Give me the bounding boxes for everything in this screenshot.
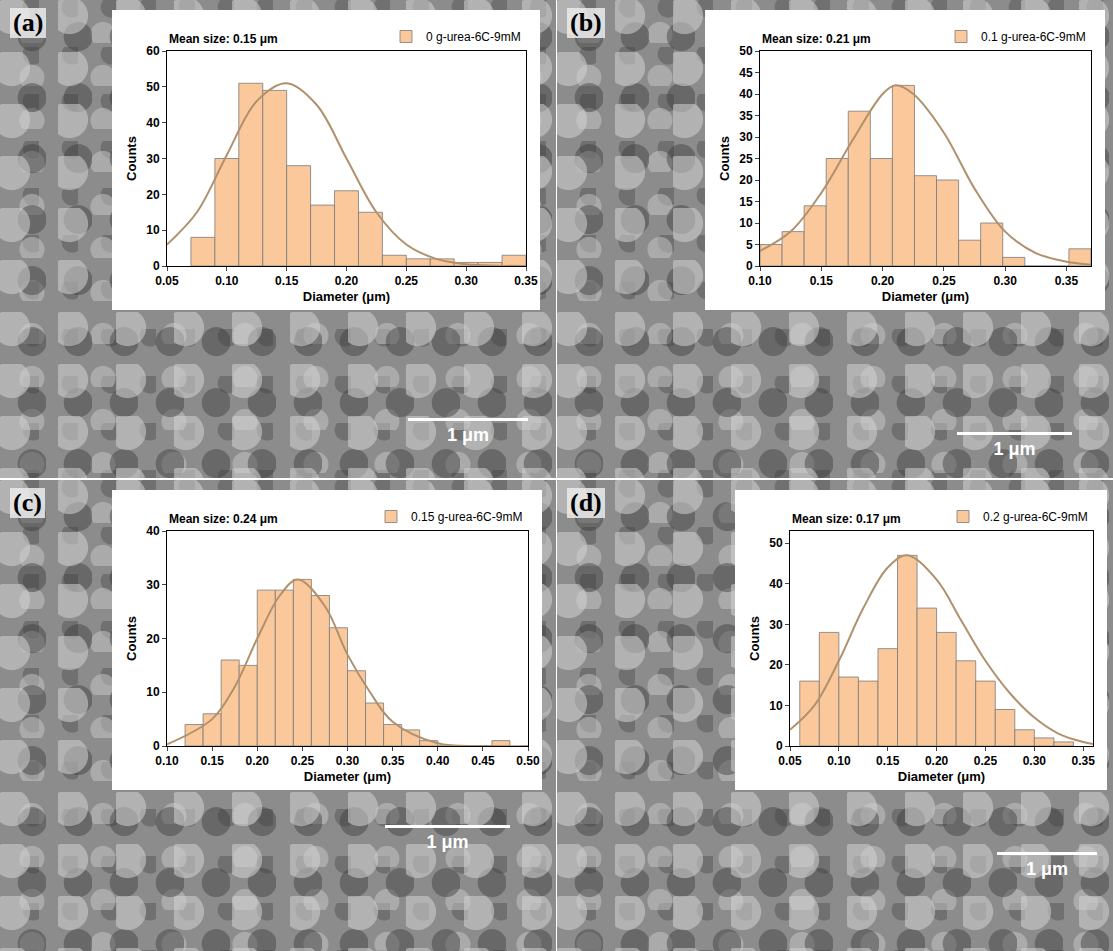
svg-text:10: 10	[739, 216, 753, 230]
svg-text:30: 30	[146, 152, 160, 166]
svg-text:0.20: 0.20	[335, 274, 359, 288]
svg-text:30: 30	[769, 618, 783, 632]
svg-text:0.10: 0.10	[748, 274, 772, 288]
svg-text:0.20: 0.20	[871, 274, 895, 288]
svg-text:Mean size: 0.21 μm: Mean size: 0.21 μm	[762, 32, 871, 46]
svg-text:Mean size: 0.15 μm: Mean size: 0.15 μm	[169, 32, 278, 46]
svg-text:Counts: Counts	[747, 616, 762, 661]
svg-text:0: 0	[746, 259, 753, 273]
svg-text:Counts: Counts	[124, 136, 139, 181]
svg-text:0.25: 0.25	[395, 274, 419, 288]
svg-text:40: 40	[146, 524, 160, 538]
svg-text:40: 40	[146, 116, 160, 130]
svg-text:0 g-urea-6C-9mM: 0 g-urea-6C-9mM	[426, 30, 521, 44]
svg-text:20: 20	[146, 632, 160, 646]
svg-text:0.15: 0.15	[810, 274, 834, 288]
svg-text:0.30: 0.30	[1023, 754, 1047, 768]
svg-text:0.20: 0.20	[246, 754, 270, 768]
svg-text:0.25: 0.25	[291, 754, 315, 768]
svg-text:0.35: 0.35	[1072, 754, 1096, 768]
svg-text:0.15: 0.15	[876, 754, 900, 768]
svg-text:Diameter (μm): Diameter (μm)	[898, 769, 985, 784]
svg-text:Diameter (μm): Diameter (μm)	[303, 289, 390, 304]
svg-text:30: 30	[146, 578, 160, 592]
svg-text:0: 0	[153, 259, 160, 273]
svg-text:0.10: 0.10	[155, 754, 179, 768]
html-text:(d): (d)	[570, 488, 602, 517]
svg-text:0.50: 0.50	[516, 754, 540, 768]
svg-text:50: 50	[146, 80, 160, 94]
html-text:1 μm: 1 μm	[426, 832, 469, 852]
svg-text:60: 60	[146, 44, 160, 58]
svg-text:Diameter (μm): Diameter (μm)	[882, 289, 969, 304]
svg-text:Counts: Counts	[717, 136, 732, 181]
svg-text:50: 50	[769, 536, 783, 550]
svg-text:0.35: 0.35	[1055, 274, 1079, 288]
svg-text:20: 20	[146, 188, 160, 202]
svg-text:10: 10	[769, 699, 783, 713]
svg-text:0.2 g-urea-6C-9mM: 0.2 g-urea-6C-9mM	[983, 510, 1088, 524]
svg-text:0.30: 0.30	[994, 274, 1018, 288]
svg-text:0.10: 0.10	[827, 754, 851, 768]
svg-text:35: 35	[739, 109, 753, 123]
svg-text:0.1 g-urea-6C-9mM: 0.1 g-urea-6C-9mM	[981, 30, 1086, 44]
svg-text:0.35: 0.35	[514, 274, 538, 288]
svg-text:0.25: 0.25	[974, 754, 998, 768]
svg-text:5: 5	[746, 238, 753, 252]
svg-text:40: 40	[739, 87, 753, 101]
svg-text:0.05: 0.05	[155, 274, 179, 288]
svg-text:0.30: 0.30	[336, 754, 360, 768]
svg-text:0.25: 0.25	[932, 274, 956, 288]
svg-text:30: 30	[739, 130, 753, 144]
svg-text:45: 45	[739, 66, 753, 80]
svg-text:Diameter (μm): Diameter (μm)	[304, 769, 391, 784]
svg-text:0.30: 0.30	[454, 274, 478, 288]
svg-text:0.40: 0.40	[426, 754, 450, 768]
svg-text:0.15: 0.15	[200, 754, 224, 768]
svg-text:Counts: Counts	[124, 616, 139, 661]
html-text:(b): (b)	[570, 8, 602, 37]
html-text:1 μm: 1 μm	[447, 425, 489, 445]
svg-text:0.35: 0.35	[381, 754, 405, 768]
svg-text:0.15: 0.15	[275, 274, 299, 288]
svg-text:0.15 g-urea-6C-9mM: 0.15 g-urea-6C-9mM	[411, 510, 522, 524]
svg-text:15: 15	[739, 195, 753, 209]
svg-text:Mean size: 0.17 μm: Mean size: 0.17 μm	[792, 512, 901, 526]
html-text:(a): (a)	[13, 8, 44, 37]
html-text:(c): (c)	[13, 488, 42, 517]
svg-text:50: 50	[739, 44, 753, 58]
svg-text:0.05: 0.05	[778, 754, 802, 768]
svg-text:25: 25	[739, 152, 753, 166]
svg-text:0: 0	[776, 739, 783, 753]
svg-text:20: 20	[769, 658, 783, 672]
svg-text:0: 0	[153, 739, 160, 753]
svg-text:10: 10	[146, 223, 160, 237]
svg-text:0.10: 0.10	[215, 274, 239, 288]
html-text:1 μm: 1 μm	[1026, 859, 1068, 879]
svg-text:Mean size: 0.24 μm: Mean size: 0.24 μm	[169, 512, 278, 526]
svg-text:0.45: 0.45	[471, 754, 495, 768]
svg-text:20: 20	[739, 173, 753, 187]
svg-text:40: 40	[769, 577, 783, 591]
html-text:1 μm: 1 μm	[993, 439, 1036, 459]
svg-text:0.20: 0.20	[925, 754, 949, 768]
svg-text:10: 10	[146, 685, 160, 699]
